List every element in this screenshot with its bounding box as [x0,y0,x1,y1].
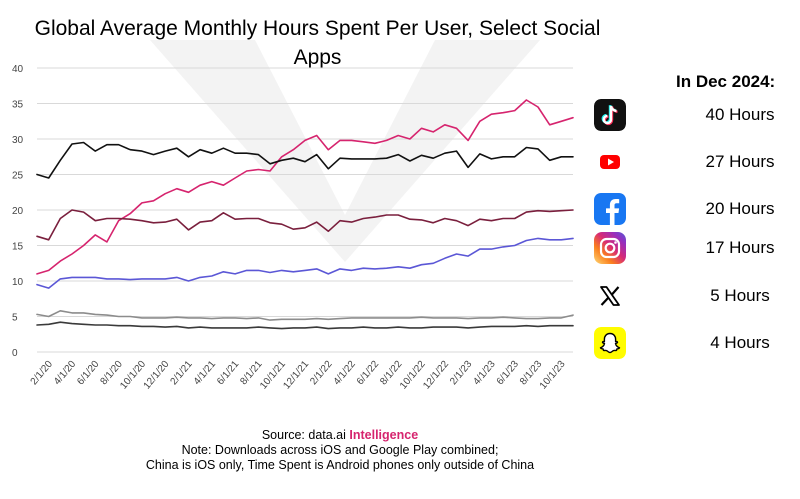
facebook-icon [594,193,626,225]
source-accent: Intelligence [349,428,419,442]
series-line-0 [36,99,574,275]
y-tick-label: 15 [12,242,24,253]
x-tick-label: 10/1/23 [538,359,568,392]
series-line-4 [36,309,574,321]
x-tick-label: 12/1/22 [421,359,451,392]
x-hours: 5 Hours [710,286,770,305]
x-tick-label: 12/1/20 [142,359,172,392]
app-row-x: 5 Hours [590,280,790,314]
note-line-1: Note: Downloads across iOS and Google Pl… [181,443,499,457]
instagram-hours: 17 Hours [705,238,775,257]
chart-title: Global Average Monthly Hours Spent Per U… [34,17,601,69]
facebook-hours: 20 Hours [705,199,775,218]
y-tick-label: 30 [12,135,24,146]
x-tick-label: 6/1/20 [75,359,102,388]
series-line-2 [36,209,574,241]
app-row-instagram: 17 Hours [590,232,790,266]
y-tick-label: 25 [12,171,24,182]
snapchat-hours: 4 Hours [710,333,770,352]
x-tick-label: 2/1/21 [168,359,195,388]
y-tick-label: 40 [12,64,24,75]
instagram-icon [594,232,626,264]
series-line-3 [36,237,574,289]
x-tick-label: 6/1/21 [215,359,242,388]
x-tick-label: 4/1/22 [332,359,359,388]
youtube-icon [600,155,620,169]
x-tick-label: 2/1/23 [448,359,475,388]
app-row-youtube: 27 Hours [590,146,790,180]
app-row-snapchat: 4 Hours [590,327,790,361]
series-line-5 [36,321,574,330]
x-tick-label: 2/1/22 [308,359,335,388]
x-tick-label: 12/1/21 [281,359,311,392]
series-line-1 [36,141,574,179]
x-tick-label: 4/1/23 [471,359,498,388]
tiktok-icon [594,99,626,131]
x-tick-label: 4/1/20 [52,359,79,388]
x-tick-label: 6/1/23 [495,359,522,388]
x-tick-label: 2/1/20 [29,359,56,388]
x-tick-label: 4/1/21 [192,359,219,388]
y-tick-label: 5 [12,313,18,324]
app-row-tiktok: 40 Hours [590,99,790,133]
y-tick-label: 10 [12,277,24,288]
x-icon [594,280,626,312]
side-panel-heading: In Dec 2024: [676,72,776,91]
y-tick-label: 0 [12,348,18,359]
snapchat-icon [594,327,626,359]
note-line-2: China is iOS only, Time Spent is Android… [145,458,535,472]
footer-notes: Source: data.ai Intelligence Note: Downl… [0,428,680,473]
app-row-facebook: 20 Hours [590,193,790,227]
y-tick-label: 35 [12,100,24,111]
x-tick-label: 6/1/22 [355,359,382,388]
youtube-hours: 27 Hours [705,152,775,171]
y-tick-label: 20 [12,206,24,217]
source-line: Source: data.ai Intelligence [0,428,680,443]
tiktok-hours: 40 Hours [705,105,775,124]
source-prefix: Source: data.ai [261,428,350,442]
